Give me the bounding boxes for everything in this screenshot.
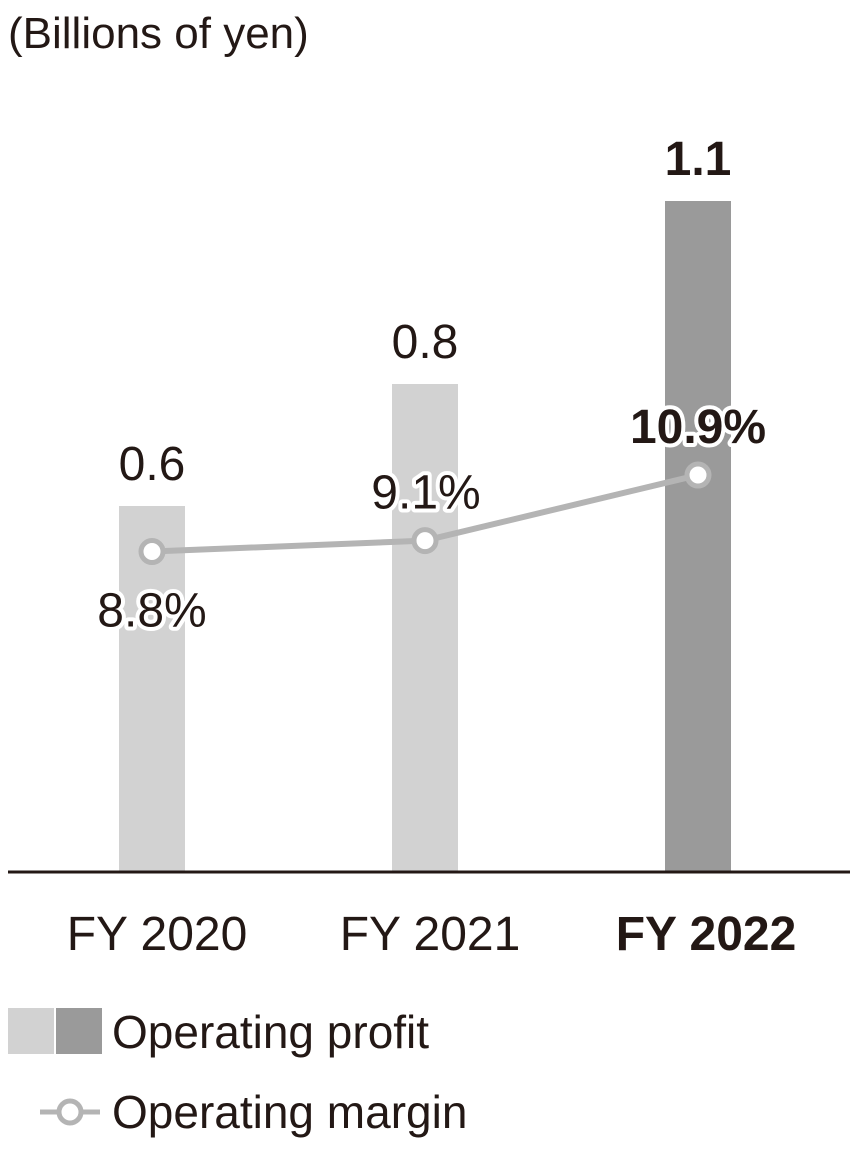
legend-label-operating-profit: Operating profit: [112, 1006, 429, 1058]
margin-value-label: 8.8%: [97, 585, 206, 638]
legend-line-marker: [56, 1098, 84, 1126]
value-labels-layer: 0.6 0.8 1.1 8.8% 9.1% 10.9%: [93, 133, 770, 642]
bar-value-label: 1.1: [665, 133, 732, 186]
bar-fy-2020: [119, 506, 185, 872]
margin-value-label: 10.9%: [630, 401, 766, 454]
x-tick-label: FY 2021: [340, 908, 521, 961]
margin-line-layer: [138, 461, 712, 566]
legend-bar-swatch-light: [8, 1008, 54, 1054]
x-tick-label: FY 2020: [67, 908, 248, 961]
legend-label-operating-margin: Operating margin: [112, 1086, 467, 1138]
x-tick-label: FY 2022: [616, 908, 797, 961]
margin-marker-fy-2020: [138, 538, 166, 566]
bars-layer: [119, 201, 731, 872]
unit-label: (Billions of yen): [8, 9, 309, 58]
legend: Operating profit Operating margin: [8, 1006, 467, 1138]
margin-marker-fy-2021: [411, 527, 439, 555]
category-labels-layer: FY 2020 FY 2021 FY 2022: [67, 908, 797, 961]
margin-value-label: 9.1%: [371, 467, 480, 520]
legend-bar-swatch-dark: [56, 1008, 102, 1054]
bar-value-label: 0.8: [392, 316, 459, 369]
bar-value-label: 0.6: [119, 438, 186, 491]
margin-marker-fy-2022: [684, 461, 712, 489]
bar-fy-2022: [665, 201, 731, 872]
bar-fy-2021: [392, 384, 458, 872]
